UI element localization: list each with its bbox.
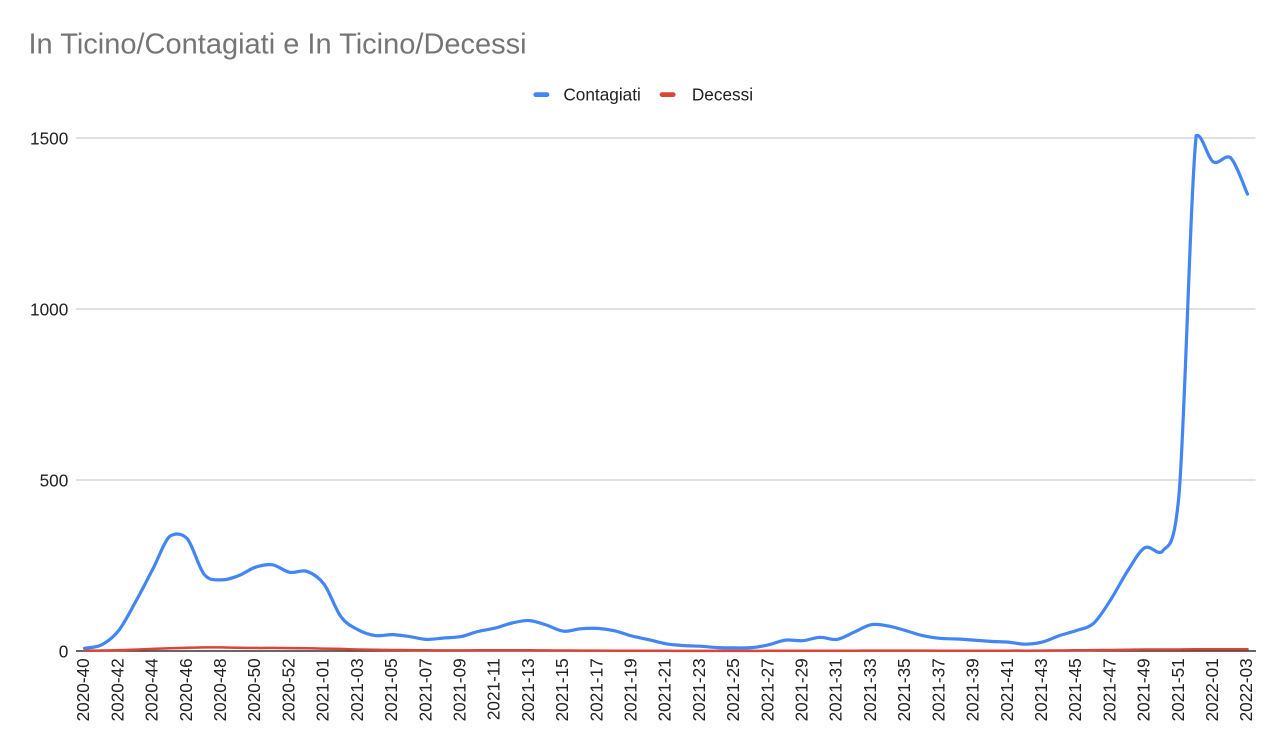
svg-text:In Ticino/Contagiati e In Tici: In Ticino/Contagiati e In Ticino/Decessi (29, 29, 527, 61)
svg-text:2020-46: 2020-46 (176, 658, 196, 721)
svg-text:2022-03: 2022-03 (1236, 658, 1256, 721)
svg-text:Contagiati: Contagiati (563, 85, 640, 105)
svg-text:2021-49: 2021-49 (1134, 658, 1154, 721)
svg-text:2021-21: 2021-21 (655, 658, 675, 721)
svg-text:500: 500 (40, 470, 69, 490)
svg-text:2021-19: 2021-19 (621, 658, 641, 721)
svg-text:2020-48: 2020-48 (210, 658, 230, 721)
svg-text:2021-09: 2021-09 (450, 658, 470, 721)
svg-text:2021-51: 2021-51 (1168, 658, 1188, 721)
svg-text:0: 0 (59, 641, 69, 661)
svg-text:2021-17: 2021-17 (586, 658, 606, 721)
svg-text:2021-41: 2021-41 (997, 658, 1017, 721)
svg-text:2021-13: 2021-13 (518, 658, 538, 721)
svg-text:2021-35: 2021-35 (894, 658, 914, 721)
svg-text:2021-07: 2021-07 (415, 658, 435, 721)
svg-text:2021-25: 2021-25 (723, 658, 743, 721)
svg-text:2020-50: 2020-50 (244, 658, 264, 721)
svg-text:2021-31: 2021-31 (826, 658, 846, 721)
svg-text:2021-15: 2021-15 (552, 658, 572, 721)
svg-text:2021-23: 2021-23 (689, 658, 709, 721)
svg-text:2021-05: 2021-05 (381, 658, 401, 721)
svg-text:2020-44: 2020-44 (142, 658, 162, 722)
svg-text:1500: 1500 (30, 128, 68, 148)
svg-text:2021-29: 2021-29 (792, 658, 812, 721)
svg-text:Decessi: Decessi (692, 85, 753, 105)
svg-text:2021-47: 2021-47 (1099, 658, 1119, 721)
svg-text:2021-01: 2021-01 (313, 658, 333, 721)
svg-text:2021-43: 2021-43 (1031, 658, 1051, 721)
svg-text:2022-01: 2022-01 (1202, 658, 1222, 721)
svg-text:2021-27: 2021-27 (757, 658, 777, 721)
svg-text:2021-39: 2021-39 (963, 658, 983, 721)
svg-text:2020-42: 2020-42 (107, 658, 127, 721)
svg-text:2020-52: 2020-52 (278, 658, 298, 721)
svg-text:2021-37: 2021-37 (928, 658, 948, 721)
svg-text:2021-03: 2021-03 (347, 658, 367, 721)
svg-text:2021-45: 2021-45 (1065, 658, 1085, 721)
svg-text:2021-33: 2021-33 (860, 658, 880, 721)
svg-text:2020-40: 2020-40 (73, 658, 93, 721)
svg-text:1000: 1000 (30, 299, 68, 319)
svg-text:2021-11: 2021-11 (484, 658, 504, 720)
